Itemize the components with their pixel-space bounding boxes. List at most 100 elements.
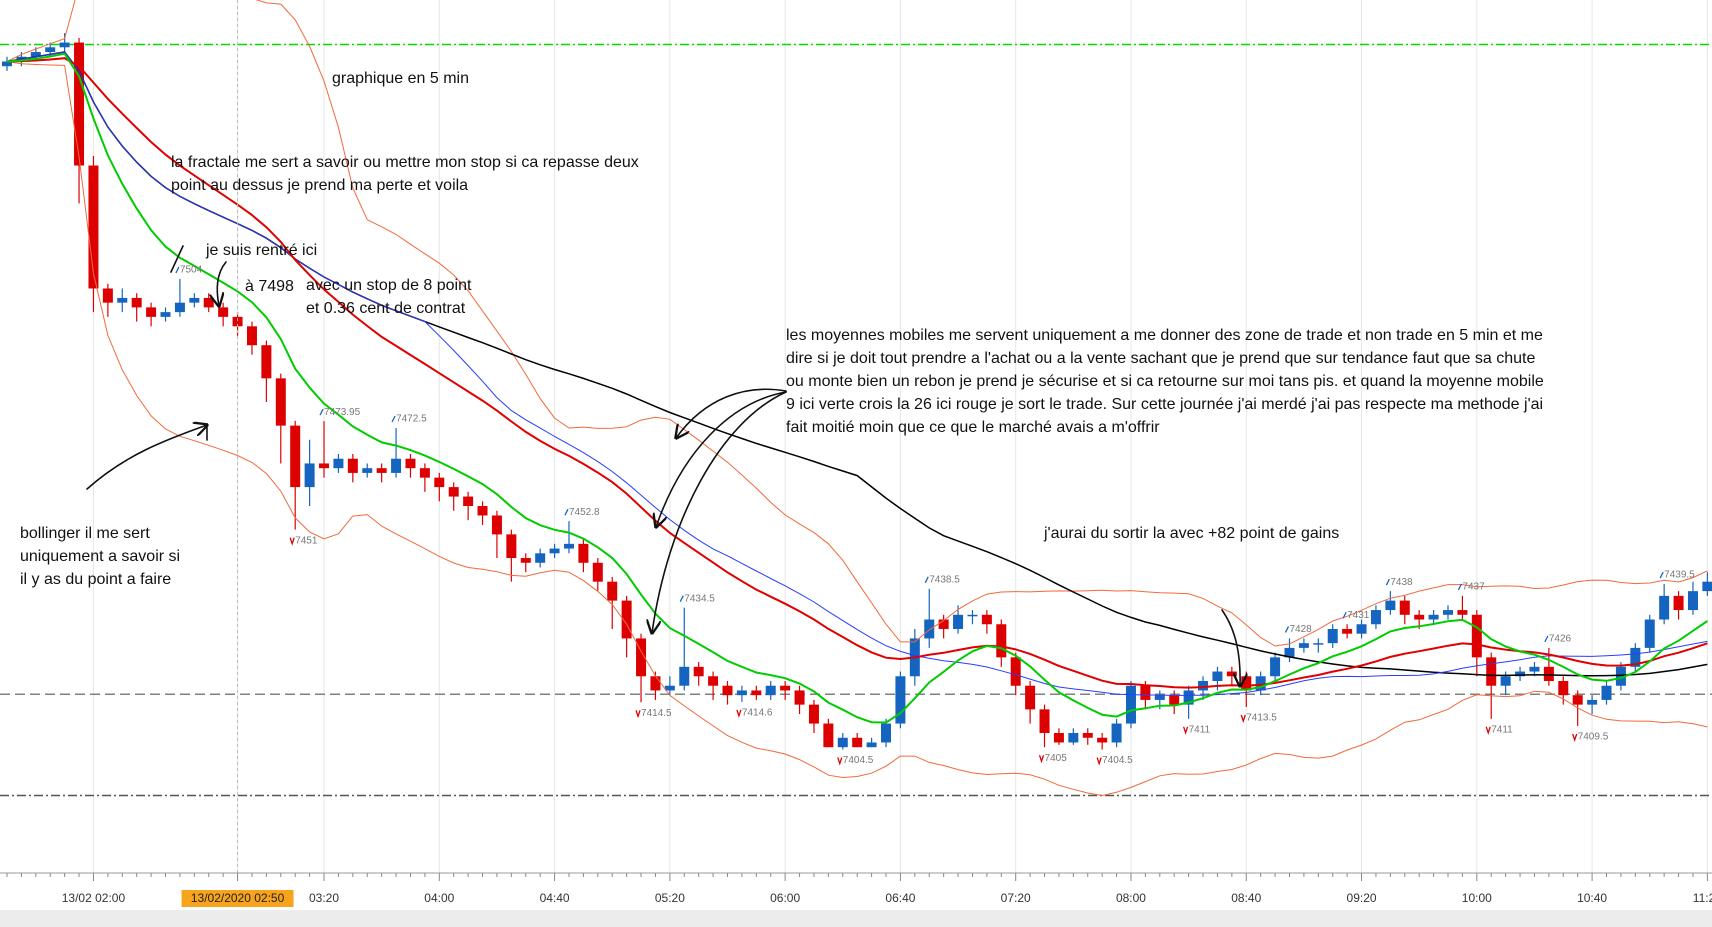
annotation: j'aurai du sortir la avec +82 point de g… [1043,525,1339,542]
annotation: avec un stop de 8 point [306,277,472,294]
candle-body [477,506,488,516]
fractal-label: 7414.5 [641,708,672,719]
candle-body [535,553,546,563]
candle-body [1385,600,1396,611]
x-tick-label: 13/02 02:00 [62,891,126,905]
candle-body [1169,695,1180,705]
annotation: ou monte bien un rebon je prend je sécur… [786,373,1544,390]
x-tick-label: 06:40 [885,891,915,905]
fractal-label: 7413.5 [1246,713,1277,724]
candle-body [607,581,618,601]
candle-body [160,312,171,317]
candle-body [1226,671,1237,677]
candle-body [924,619,935,639]
candle-body [549,548,560,554]
x-tick-label: 08:00 [1116,891,1146,905]
fractal-marker [1385,578,1390,586]
candle-body [866,742,877,748]
fractal-label: 7409.5 [1578,732,1609,743]
candle-body [953,614,964,629]
x-tick-label: 04:40 [540,891,570,905]
candle-body [881,723,892,743]
fractal-label: 7405 [1045,753,1068,764]
candle-body [1515,671,1526,677]
candle-body [578,543,589,563]
candle-body [693,666,704,677]
candle-body [1428,614,1439,620]
candle-body [74,42,85,166]
annotation: la fractale me sert a savoir ou mettre m… [171,154,639,171]
candle-body [823,723,834,748]
annotation: bollinger il me sert [20,525,150,542]
candle-body [261,345,272,379]
fractal-marker [1342,611,1347,619]
candle-body [362,468,373,473]
fractal-marker [837,757,843,766]
candle-body [391,458,402,473]
candle-body [592,562,603,582]
candle-body [419,468,430,478]
arrow [86,425,207,490]
candle-body [563,543,574,549]
time-axis: 13/02 02:00 13/02/2020 02:50 03:20 04:00 04:… [0,872,1712,907]
fractal-label: 7437 [1462,582,1485,593]
candle-body [304,463,315,488]
annotation: uniquement a savoir si [20,548,180,565]
candle-body [1270,657,1281,677]
fractal-marker [635,710,641,719]
annotations: graphique en 5 min la fractale me sert a… [20,70,1544,588]
candle-body [679,666,690,686]
annotation: il y as du point a faire [20,571,171,588]
candle-body [1198,680,1209,691]
candle-body [1082,733,1093,738]
candle-body [333,458,344,469]
annotation: à 7498 [245,278,294,295]
candle-body [1486,657,1497,686]
fractal-marker [289,537,295,546]
candle-body [1370,610,1381,625]
candle-body [203,297,214,308]
candle-body [1342,628,1353,634]
fractal-label: 7428 [1289,624,1312,635]
annotation: fait moitié moin que ce que le marché av… [786,419,1160,436]
candle-body [1068,733,1079,743]
fractal-label: 7472.5 [396,414,427,425]
candle-body [837,737,848,748]
candle-body [967,614,978,617]
candle-body [1097,737,1108,743]
fractal-label: 7451 [295,535,318,546]
candle-body [938,619,949,629]
candle-body [246,326,257,346]
arrow [170,245,184,273]
candle-body [1183,690,1194,705]
candle-body [808,704,819,724]
candle-body [506,534,517,559]
fractal-marker [736,709,742,718]
x-tick-label: 13/02/2020 02:50 [191,891,285,905]
candle-body [448,487,459,497]
candle-body [650,676,661,691]
candle-body [1443,610,1453,615]
candle-body [30,52,41,57]
annotation: les moyennes mobiles me servent uniqueme… [786,327,1543,344]
annotation: et 0.36 cent de contrat [306,300,466,317]
candle-body [59,42,70,48]
bollinger-upper [6,0,1708,647]
fractal-label: 7404.5 [1102,755,1133,766]
fractal-label: 7404.5 [843,755,874,766]
candle-body [1313,643,1324,645]
candle-body [636,638,647,677]
arrow [676,388,787,438]
fractal-label: 7504 [180,265,203,276]
candle-body [736,690,747,696]
annotation: je suis rentré ici [205,242,317,259]
candle-body [852,737,863,748]
candle-body [1500,676,1511,686]
candle-body [1111,723,1122,743]
candle-body [319,463,330,469]
candle-body [1615,666,1626,686]
x-tick-label: 09:20 [1347,891,1377,905]
fractal-marker [924,576,929,584]
annotation: graphique en 5 min [332,70,469,87]
